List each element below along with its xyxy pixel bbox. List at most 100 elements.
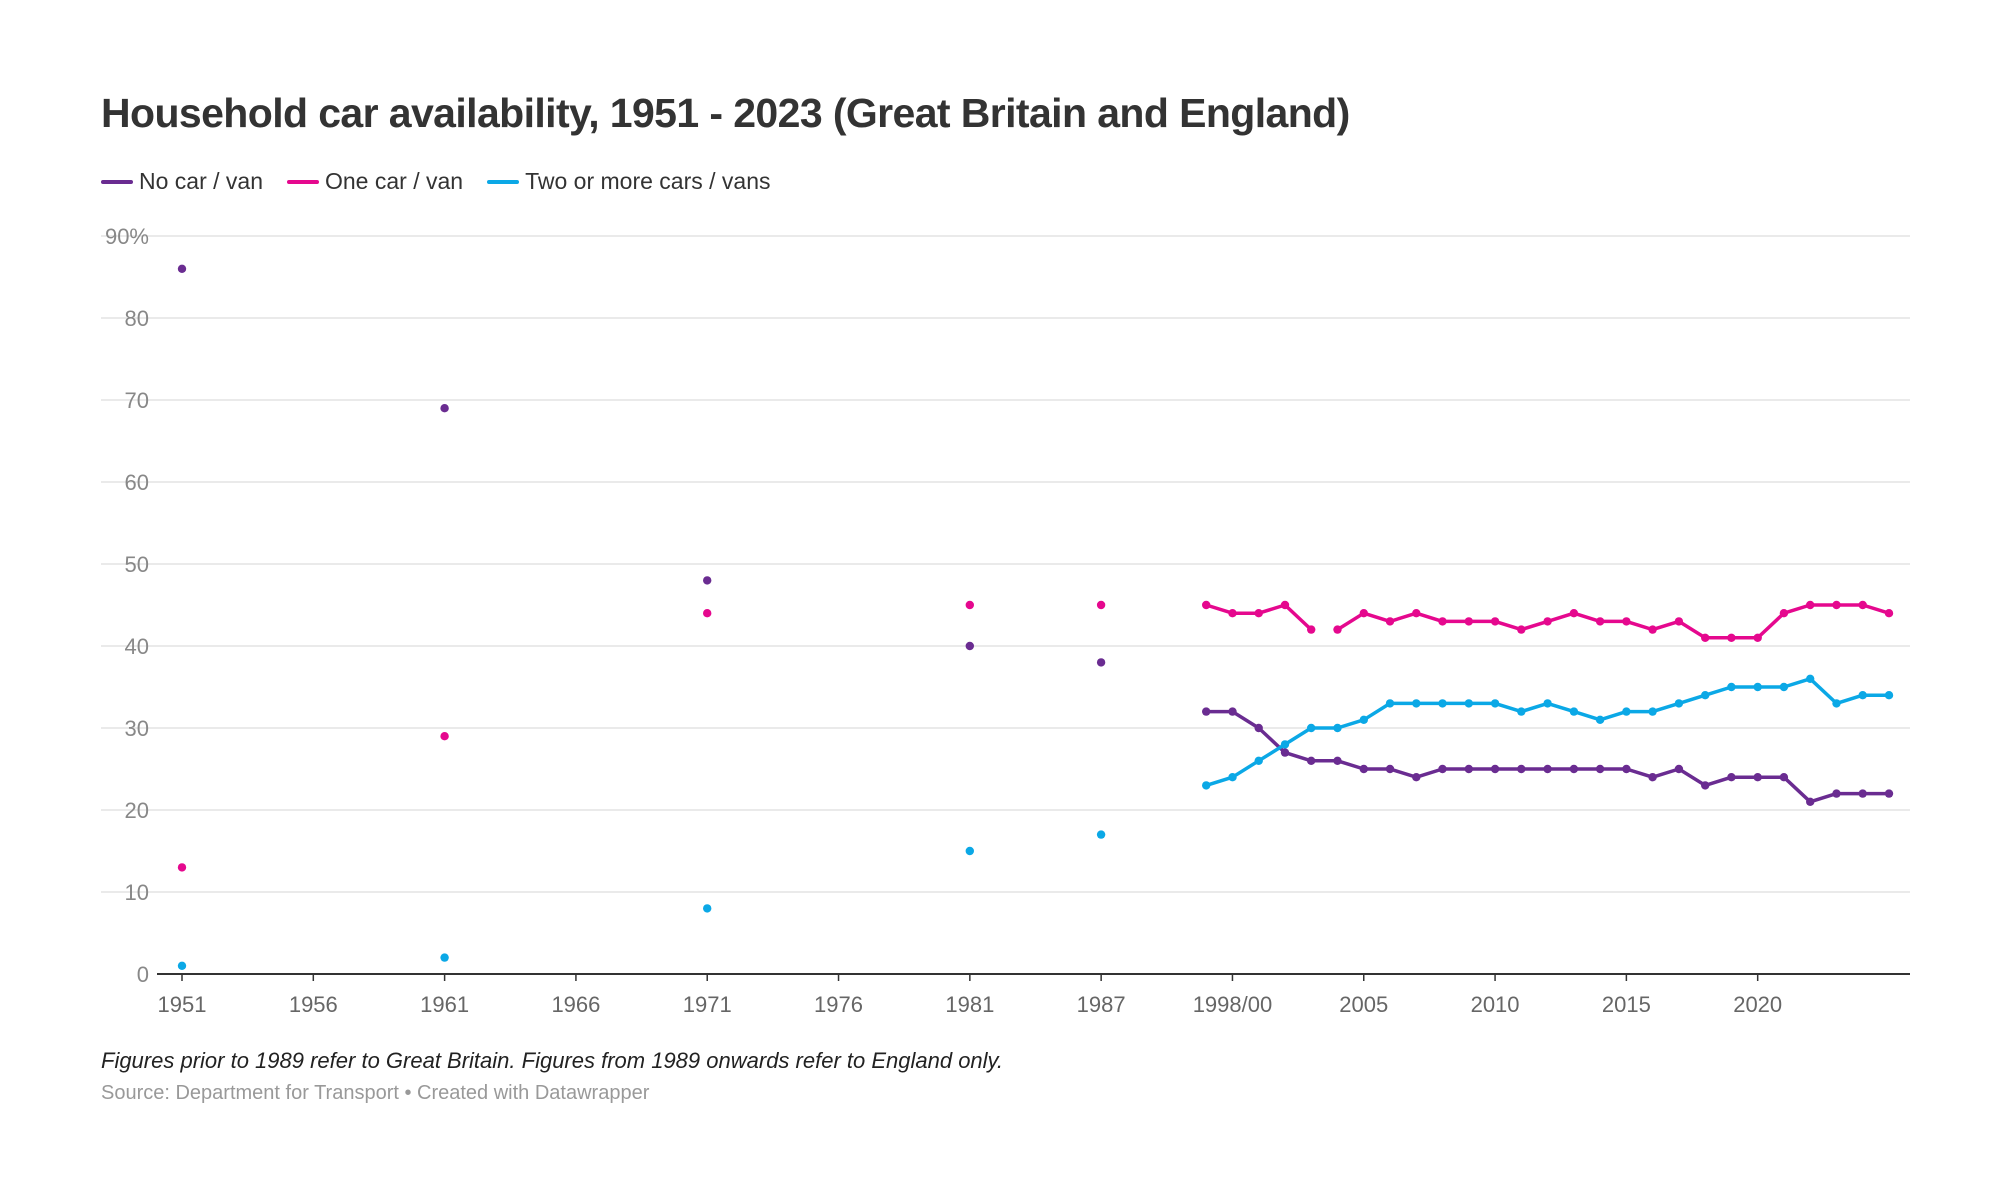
x-tick-label: 1971 [683, 992, 732, 1017]
x-tick-label: 2015 [1602, 992, 1651, 1017]
x-tick-label: 2010 [1471, 992, 1520, 1017]
y-tick-label: 40 [125, 634, 149, 659]
data-point-no-car [1779, 773, 1789, 782]
y-tick-label: 70 [125, 388, 149, 413]
data-point-one-car [1280, 600, 1290, 610]
data-point-no-car [1858, 789, 1867, 798]
legend-item-no-car: No car / van [101, 168, 263, 195]
legend-label-no-car: No car / van [139, 168, 263, 194]
data-point-two-cars [1359, 715, 1369, 724]
x-tick-label: 1966 [551, 992, 600, 1017]
data-point-one-car [1385, 617, 1395, 626]
series-two-cars [177, 674, 1894, 970]
data-point-one-car [1464, 617, 1474, 626]
x-tick-label: 1951 [158, 992, 207, 1017]
data-point-one-car [1595, 617, 1605, 626]
data-point-no-car [1569, 764, 1579, 774]
data-point-two-cars [440, 953, 449, 962]
data-point-one-car [1884, 609, 1894, 618]
data-point-two-cars [1385, 699, 1395, 708]
x-tick-label: 1956 [289, 992, 338, 1017]
data-point-two-cars [965, 846, 974, 856]
data-point-no-car [1490, 764, 1500, 774]
legend: No car / van One car / van Two or more c… [101, 168, 771, 195]
series-layer [177, 264, 1894, 970]
data-point-one-car [1701, 633, 1710, 642]
legend-swatch-one-car [287, 179, 319, 184]
data-point-one-car [1727, 633, 1736, 642]
data-point-one-car [1490, 617, 1500, 626]
data-point-no-car [1307, 756, 1316, 765]
legend-swatch-no-car [101, 179, 133, 184]
data-point-one-car [1096, 600, 1106, 610]
data-point-no-car [1438, 764, 1447, 774]
data-point-two-cars [1254, 756, 1263, 765]
chart-title: Household car availability, 1951 - 2023 … [101, 90, 1350, 136]
data-point-one-car [1412, 609, 1421, 618]
data-point-one-car [1753, 633, 1762, 642]
legend-item-one-car: One car / van [287, 168, 463, 195]
data-point-no-car [1517, 764, 1526, 774]
data-point-two-cars [1517, 707, 1526, 716]
data-point-one-car [1622, 617, 1631, 626]
data-point-two-cars [1490, 699, 1500, 708]
x-tick-label: 2020 [1733, 992, 1782, 1017]
legend-swatch-two-cars [487, 179, 520, 184]
data-point-no-car [1832, 789, 1841, 798]
data-point-no-car [703, 576, 712, 585]
x-tick-label: 2005 [1339, 992, 1388, 1017]
data-point-no-car [1280, 748, 1290, 757]
data-point-two-cars [1701, 691, 1710, 700]
data-point-two-cars [703, 904, 712, 913]
data-point-two-cars [177, 961, 187, 970]
data-point-no-car [1254, 723, 1263, 733]
y-axis-tick-labels: 0 10 20 30 40 50 60 70 80 90% [105, 224, 149, 987]
x-tick-label: 1987 [1077, 992, 1126, 1017]
data-point-one-car [1674, 617, 1684, 626]
data-point-two-cars [1228, 773, 1237, 782]
data-point-no-car [1753, 773, 1762, 782]
gridlines [101, 235, 1910, 893]
data-point-no-car [1648, 773, 1657, 782]
data-point-no-car [1333, 756, 1342, 765]
data-point-two-cars [1464, 699, 1474, 708]
data-point-no-car [1096, 658, 1106, 667]
data-point-two-cars [1884, 691, 1894, 700]
data-point-no-car [177, 264, 187, 273]
x-tick-label: 1961 [420, 992, 469, 1017]
data-point-no-car [1464, 764, 1474, 774]
data-point-no-car [1228, 707, 1237, 716]
data-point-two-cars [1806, 674, 1815, 683]
data-point-one-car [1858, 600, 1867, 610]
data-point-no-car [440, 404, 449, 413]
data-point-one-car [1202, 600, 1211, 610]
y-tick-label: 10 [125, 880, 149, 905]
y-tick-label: 90% [105, 224, 149, 249]
data-point-two-cars [1569, 707, 1579, 716]
data-point-one-car [1779, 609, 1789, 618]
data-point-no-car [1674, 764, 1684, 774]
data-point-two-cars [1307, 723, 1316, 733]
series-line-one-car [1336, 603, 1890, 640]
data-point-two-cars [1832, 699, 1841, 708]
data-point-no-car [1595, 764, 1605, 774]
data-point-two-cars [1779, 682, 1789, 692]
y-tick-label: 80 [125, 306, 149, 331]
data-point-one-car [1832, 600, 1841, 610]
data-point-one-car [1569, 609, 1579, 618]
source-credit: Source: Department for Transport • Creat… [101, 1082, 650, 1104]
data-point-two-cars [1674, 699, 1684, 708]
data-point-two-cars [1280, 740, 1290, 749]
y-tick-label: 30 [125, 716, 149, 741]
data-point-no-car [1202, 707, 1211, 716]
data-point-two-cars [1622, 707, 1631, 716]
series-no-car [177, 264, 1894, 806]
data-point-two-cars [1727, 682, 1736, 692]
data-point-two-cars [1438, 699, 1447, 708]
data-point-one-car [1359, 609, 1369, 618]
data-point-one-car [1543, 617, 1552, 626]
data-point-no-car [1359, 764, 1369, 774]
data-point-no-car [1884, 789, 1894, 798]
data-point-two-cars [1858, 691, 1867, 700]
